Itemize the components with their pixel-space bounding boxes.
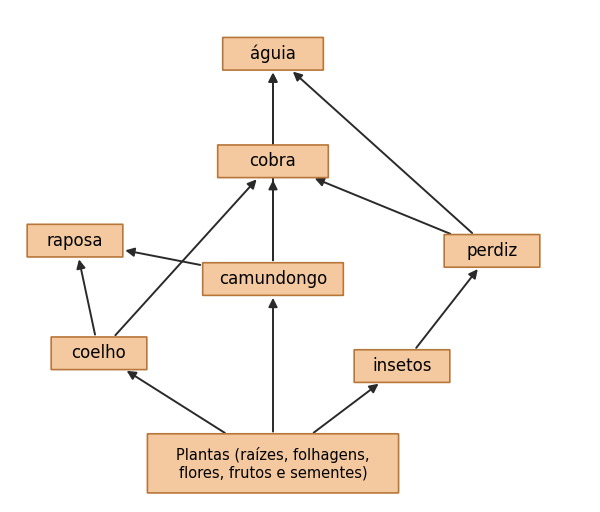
FancyBboxPatch shape (223, 37, 323, 70)
Text: águia: águia (250, 45, 296, 63)
Text: insetos: insetos (372, 357, 432, 375)
FancyBboxPatch shape (354, 350, 450, 382)
FancyBboxPatch shape (148, 434, 398, 493)
Text: perdiz: perdiz (466, 242, 518, 260)
FancyBboxPatch shape (51, 337, 147, 370)
Text: Plantas (raízes, folhagens,
flores, frutos e sementes): Plantas (raízes, folhagens, flores, frut… (176, 446, 370, 480)
FancyBboxPatch shape (444, 234, 540, 267)
Text: raposa: raposa (47, 231, 103, 250)
Text: coelho: coelho (71, 344, 127, 362)
FancyBboxPatch shape (218, 145, 328, 178)
FancyBboxPatch shape (203, 263, 343, 295)
Text: camundongo: camundongo (219, 270, 327, 288)
FancyBboxPatch shape (27, 224, 123, 257)
Text: cobra: cobra (250, 152, 296, 170)
